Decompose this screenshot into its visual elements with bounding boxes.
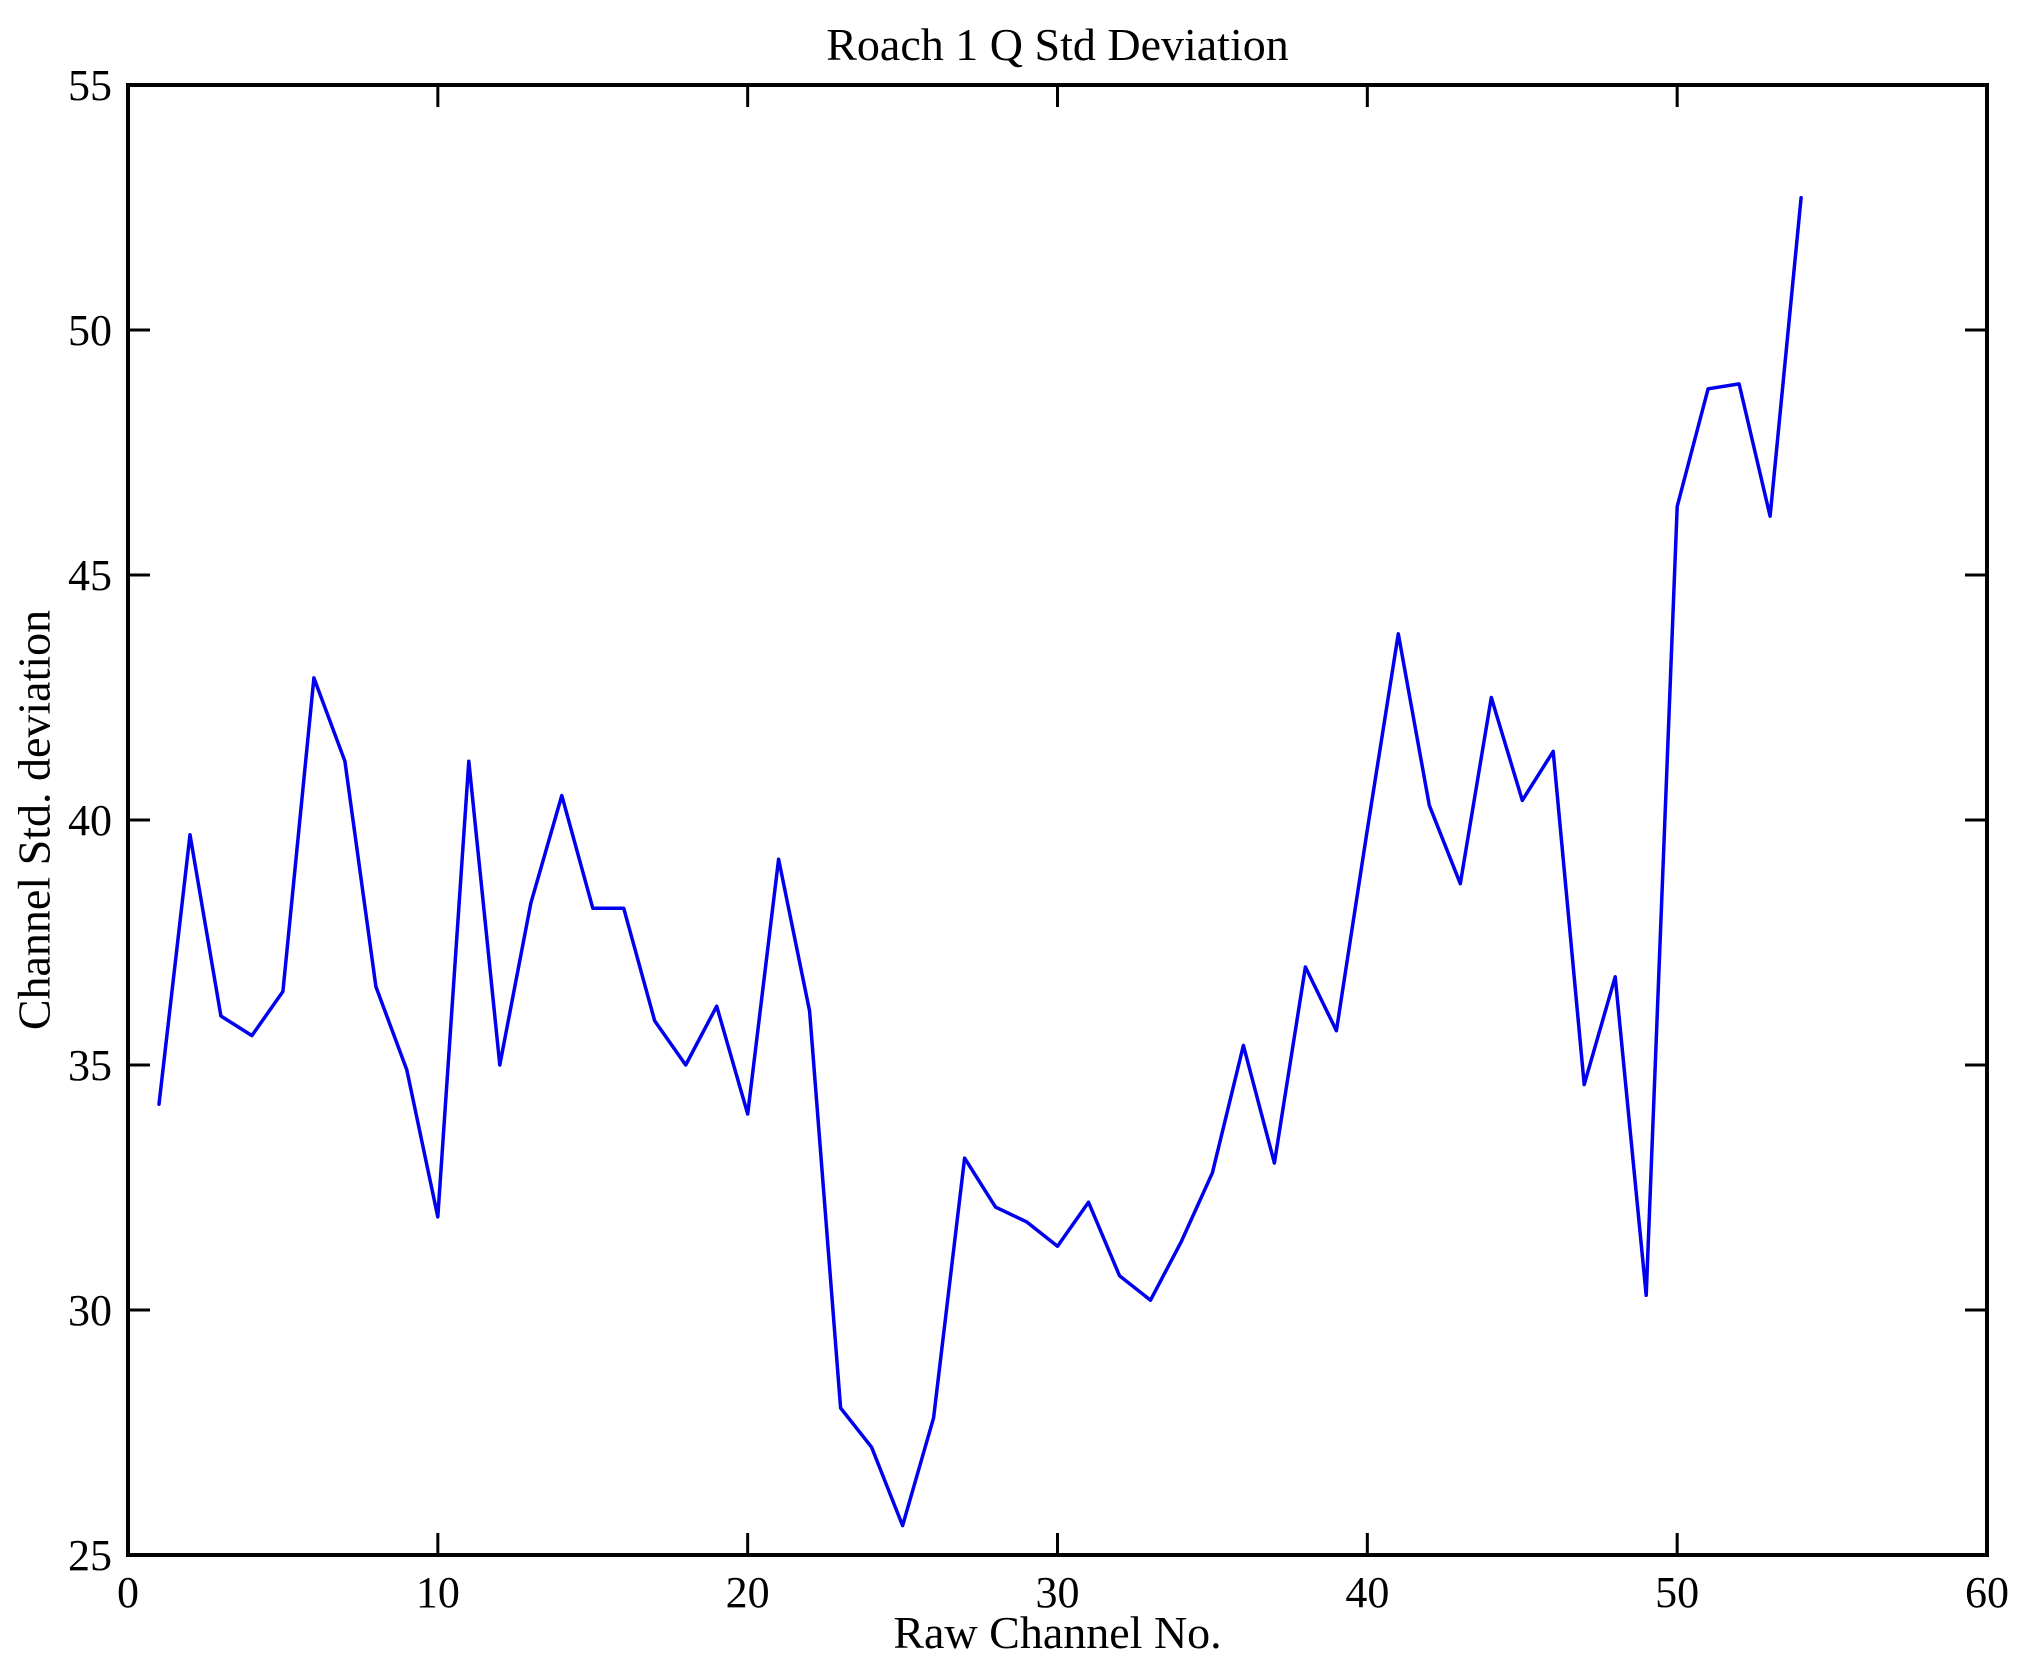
x-tick-label: 10 [416,1568,460,1617]
y-tick-label: 55 [68,61,112,110]
x-tick-label: 50 [1655,1568,1699,1617]
data-line-channel-std-deviation [157,195,1803,1528]
y-tick-label: 50 [68,306,112,355]
x-tick-label: 40 [1345,1568,1389,1617]
y-tick-label: 30 [68,1286,112,1335]
y-tick-label: 40 [68,796,112,845]
y-tick-label: 45 [68,551,112,600]
x-tick-label: 60 [1965,1568,2009,1617]
x-tick-label: 20 [726,1568,770,1617]
x-tick-label: 0 [117,1568,139,1617]
y-tick-label: 35 [68,1041,112,1090]
chart-title: Roach 1 Q Std Deviation [826,19,1289,70]
x-axis-label: Raw Channel No. [893,1607,1222,1658]
x-tick-label: 30 [1036,1568,1080,1617]
plot-frame [126,83,1989,1557]
y-axis-label: Channel Std. deviation [8,609,60,1031]
y-tick-label: 25 [68,1531,112,1580]
